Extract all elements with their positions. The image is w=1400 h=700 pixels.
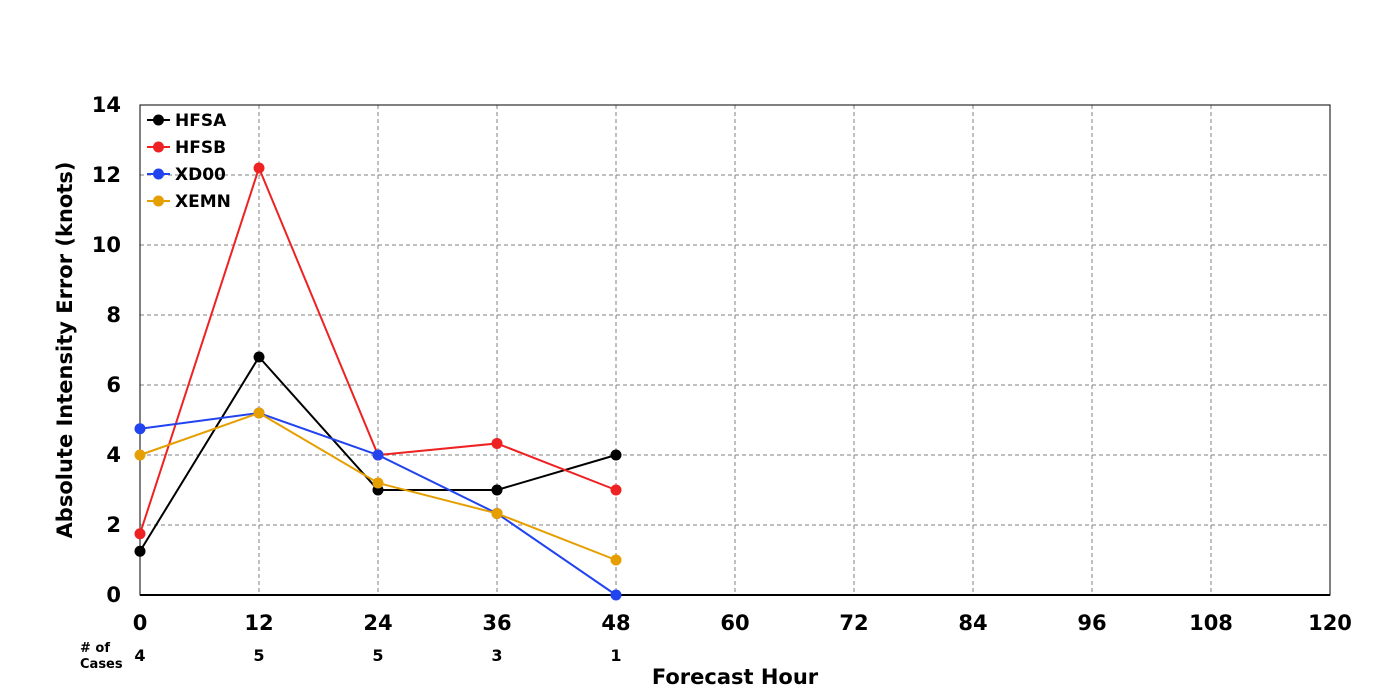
legend-marker-hfsa (153, 114, 164, 126)
cases-label-line1: # of (80, 641, 110, 656)
data-point-hfsa (253, 351, 265, 363)
x-tick-label: 96 (1077, 611, 1106, 635)
case-count: 4 (134, 646, 145, 665)
data-point-hfsa (491, 484, 503, 496)
data-point-xemn (491, 507, 503, 519)
x-tick-label: 36 (482, 611, 511, 635)
cases-label-line2: Cases (80, 657, 123, 672)
y-tick-label: 4 (106, 443, 121, 467)
case-count: 1 (610, 646, 621, 665)
series-group (134, 162, 622, 601)
x-tick-label: 108 (1189, 611, 1233, 635)
x-tick-labels: 0 12 24 36 48 60 72 84 96 108 120 (133, 611, 1352, 635)
case-counts: # of Cases 4 5 5 3 1 (80, 641, 622, 672)
legend-marker-xemn (153, 195, 164, 207)
grid-lines (140, 105, 1330, 595)
x-axis-title: Forecast Hour (652, 665, 819, 689)
data-point-xemn (372, 477, 384, 489)
x-tick-label: 84 (958, 611, 987, 635)
legend-marker-xd00 (153, 168, 164, 180)
y-tick-label: 8 (106, 303, 121, 327)
data-point-hfsb (134, 528, 146, 540)
case-count: 5 (372, 646, 383, 665)
legend: HFSA HFSB XD00 XEMN (147, 111, 231, 212)
y-tick-label: 2 (106, 513, 121, 537)
y-tick-label: 12 (92, 163, 121, 187)
x-tick-label: 72 (839, 611, 868, 635)
data-point-hfsa (134, 545, 146, 557)
legend-label-xemn: XEMN (175, 192, 231, 212)
legend-label-hfsb: HFSB (175, 138, 226, 158)
data-point-xemn (134, 449, 146, 461)
x-tick-label: 0 (133, 611, 148, 635)
case-count: 5 (253, 646, 264, 665)
data-point-hfsb (253, 162, 265, 174)
y-tick-label: 6 (106, 373, 121, 397)
y-tick-labels: 0 2 4 6 8 10 12 14 (92, 93, 121, 607)
legend-label-xd00: XD00 (175, 165, 226, 185)
data-point-xemn (253, 407, 265, 419)
data-point-xemn (610, 554, 622, 566)
data-point-xd00 (134, 423, 146, 435)
x-tick-label: 12 (244, 611, 273, 635)
x-tick-label: 48 (601, 611, 630, 635)
y-tick-label: 0 (106, 583, 121, 607)
x-tick-label: 60 (720, 611, 749, 635)
data-point-xd00 (372, 449, 384, 461)
data-point-hfsb (491, 437, 503, 449)
x-tick-label: 120 (1308, 611, 1352, 635)
case-count: 3 (491, 646, 502, 665)
legend-marker-hfsb (153, 141, 164, 153)
y-tick-label: 10 (92, 233, 121, 257)
legend-label-hfsa: HFSA (175, 111, 227, 131)
y-axis-title: Absolute Intensity Error (knots) (53, 162, 77, 539)
y-tick-label: 14 (92, 93, 121, 117)
data-point-xd00 (610, 589, 622, 601)
data-point-hfsa (610, 449, 622, 461)
x-tick-label: 24 (363, 611, 392, 635)
data-point-hfsb (610, 484, 622, 496)
